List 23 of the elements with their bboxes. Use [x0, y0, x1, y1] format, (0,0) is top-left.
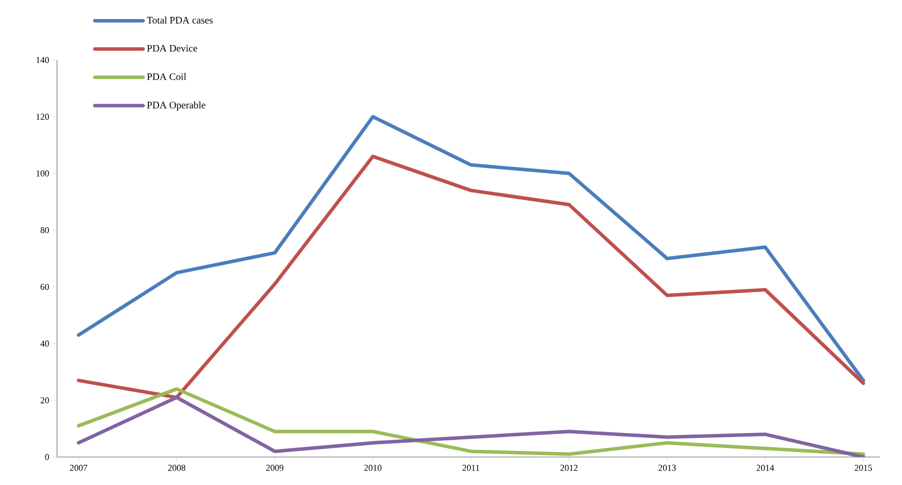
- legend-label: PDA Coil: [147, 73, 186, 80]
- x-tick-label: 2014: [756, 464, 774, 471]
- legend-label: Total PDA cases: [146, 16, 213, 24]
- legend-label: PDA Operable: [147, 101, 206, 110]
- x-tick-label: 2010: [364, 464, 382, 471]
- y-tick-label: 140: [36, 56, 49, 64]
- x-tick-label: 2007: [70, 464, 88, 471]
- x-tick-label: 2012: [560, 464, 578, 471]
- y-tick-label: 40: [40, 340, 49, 347]
- x-tick-label: 2008: [168, 464, 186, 471]
- x-tick-label: 2013: [658, 464, 676, 471]
- y-tick-label: 0: [45, 454, 49, 460]
- y-tick-label: 120: [36, 114, 49, 120]
- x-tick-label: 2015: [854, 464, 872, 471]
- x-tick-label: 2011: [462, 464, 480, 471]
- x-tick-label: 2009: [266, 464, 284, 471]
- y-tick-label: 80: [40, 227, 49, 234]
- line-series: [76, 154, 866, 400]
- y-tick-label: 20: [40, 397, 49, 404]
- legend-label: PDA Device: [147, 44, 198, 52]
- y-tick-label: 100: [36, 170, 49, 176]
- y-tick-label: 60: [40, 284, 49, 290]
- line-series: [76, 114, 866, 382]
